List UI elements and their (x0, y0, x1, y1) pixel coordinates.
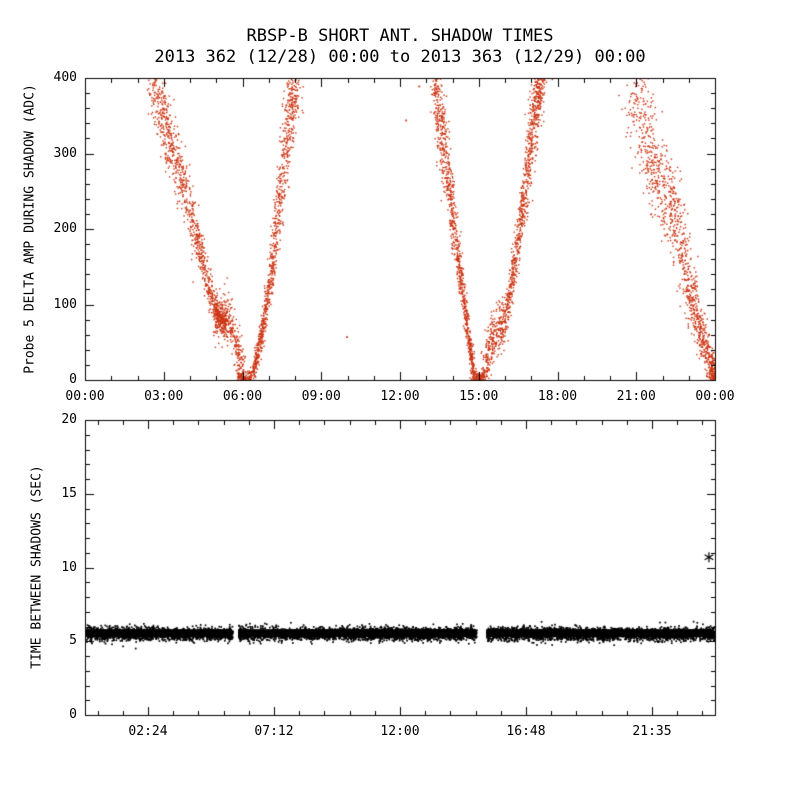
x-tick-label: 12:00 (380, 389, 420, 404)
y-tick-label: 200 (53, 221, 77, 236)
x-tick-label: 03:00 (144, 389, 184, 404)
x-tick-label: 00:00 (65, 389, 105, 404)
y-tick-label: 15 (61, 485, 77, 501)
y-tick-label: 0 (69, 707, 77, 722)
x-tick-label: 00:00 (695, 389, 735, 404)
x-tick-label: 06:00 (222, 389, 263, 404)
x-tick-label: 07:12 (254, 724, 294, 739)
chart-title: RBSP-B SHORT ANT. SHADOW TIMES (246, 26, 554, 46)
y-tick-label: 5 (69, 633, 77, 649)
y-tick-label: 20 (61, 412, 77, 427)
x-tick-label: 09:00 (301, 389, 341, 404)
y-tick-label: 10 (61, 559, 77, 575)
y-tick-label: 0 (69, 372, 77, 387)
x-tick-label: 21:35 (632, 724, 672, 739)
y-tick-label: 400 (53, 70, 77, 85)
x-tick-label: 12:00 (380, 724, 420, 739)
x-tick-label: 16:48 (506, 724, 546, 739)
x-tick-label: 15:00 (459, 389, 499, 404)
x-tick-label: 21:00 (616, 389, 656, 404)
x-tick-label: 02:24 (128, 724, 168, 739)
y-tick-label: 300 (53, 145, 77, 161)
x-tick-label: 18:00 (537, 389, 578, 404)
chart-subtitle: 2013 362 (12/28) 00:00 to 2013 363 (12/2… (154, 47, 646, 67)
y-tick-label: 100 (53, 296, 77, 312)
